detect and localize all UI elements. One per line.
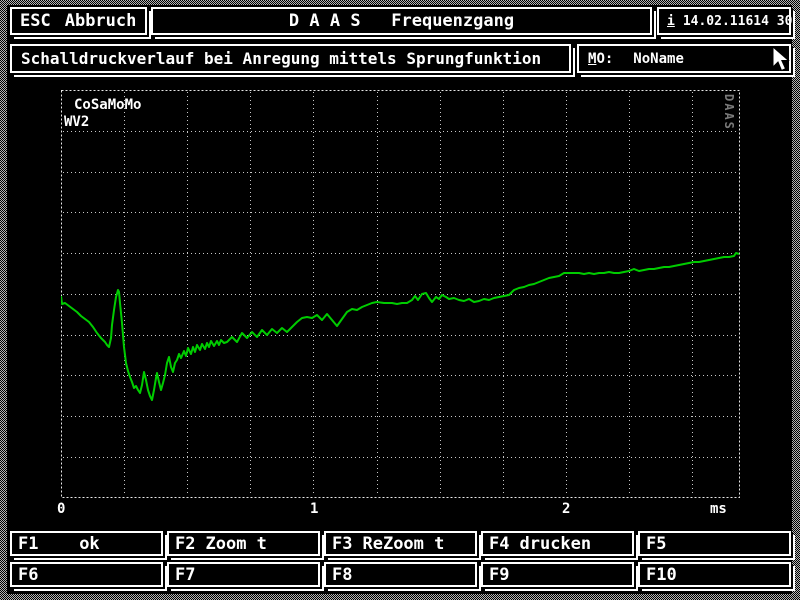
f3-label: ReZoom t xyxy=(362,533,445,554)
f1-ok-button[interactable]: F1 ok xyxy=(10,531,163,556)
f3-key: F3 xyxy=(332,533,353,554)
f10-key: F10 xyxy=(646,564,677,585)
window-title-bar: D A A S Frequenzgang xyxy=(151,7,652,35)
f4-label: drucken xyxy=(519,533,592,554)
x-axis-unit: ms xyxy=(710,501,727,517)
esc-key-label: ESC xyxy=(20,11,51,31)
chart-plot-area[interactable]: CoSaMoMo WV2 DAAS xyxy=(61,90,740,498)
esc-abbruch-button[interactable]: ESC Abbruch xyxy=(10,7,147,35)
x-tick-0: 0 xyxy=(57,501,66,517)
f5-button[interactable]: F5 xyxy=(638,531,791,556)
f2-label: Zoom t xyxy=(205,533,267,554)
mo-key-rest: O: xyxy=(596,50,614,67)
window-title: D A A S Frequenzgang xyxy=(288,11,515,31)
f5-key: F5 xyxy=(646,533,667,554)
trace-label-1: CoSaMoMo xyxy=(74,97,142,113)
f7-button[interactable]: F7 xyxy=(167,562,320,587)
f6-key: F6 xyxy=(18,564,39,585)
f2-key: F2 xyxy=(175,533,196,554)
mo-accelerator: M xyxy=(588,50,597,67)
status-message-bar: Schalldruckverlauf bei Anregung mittels … xyxy=(10,44,571,73)
esc-action-label: Abbruch xyxy=(64,11,137,31)
trace-label-2: WV2 xyxy=(64,114,90,130)
mo-menu-button[interactable]: M O: NoName xyxy=(577,44,791,73)
f4-drucken-button[interactable]: F4 drucken xyxy=(481,531,634,556)
daas-watermark: DAAS xyxy=(722,94,736,131)
f7-key: F7 xyxy=(175,564,196,585)
f1-label: ok xyxy=(48,533,100,554)
f4-key: F4 xyxy=(489,533,510,554)
f9-key: F9 xyxy=(489,564,510,585)
f8-key: F8 xyxy=(332,564,353,585)
f9-button[interactable]: F9 xyxy=(481,562,634,587)
f10-button[interactable]: F10 xyxy=(638,562,791,587)
x-tick-2: 2 xyxy=(562,501,571,517)
info-datetime-button[interactable]: i 14.02.11614 30 xyxy=(657,7,793,35)
info-accelerator: i xyxy=(667,13,675,29)
f8-button[interactable]: F8 xyxy=(324,562,477,587)
datetime-value: 14.02.11614 30 xyxy=(682,13,793,29)
x-tick-1: 1 xyxy=(310,501,319,517)
status-message: Schalldruckverlauf bei Anregung mittels … xyxy=(21,49,542,68)
f1-key: F1 xyxy=(18,533,39,554)
f2-zoom-t-button[interactable]: F2 Zoom t xyxy=(167,531,320,556)
mo-value: NoName xyxy=(633,50,684,67)
trace-labels: CoSaMoMo WV2 xyxy=(64,97,141,131)
f6-button[interactable]: F6 xyxy=(10,562,163,587)
f3-rezoom-t-button[interactable]: F3 ReZoom t xyxy=(324,531,477,556)
mouse-cursor-icon xyxy=(772,46,790,72)
trace-svg xyxy=(61,90,740,498)
